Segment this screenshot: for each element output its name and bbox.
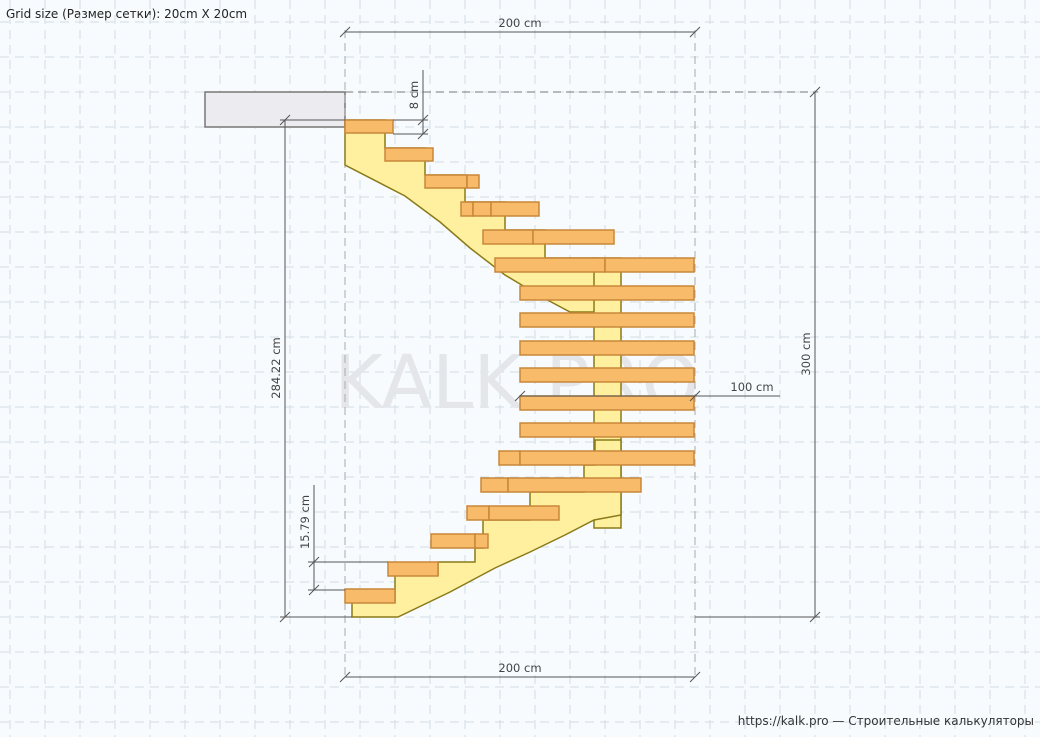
tread — [387, 561, 439, 577]
tread — [460, 201, 474, 217]
tread — [344, 588, 396, 604]
tread — [482, 229, 534, 245]
tread — [480, 477, 509, 493]
footer-tagline: Строительные калькуляторы — [848, 714, 1034, 728]
dimension-stair-height: 284.22 cm — [269, 337, 283, 398]
tread — [344, 119, 394, 134]
tick — [689, 671, 701, 683]
dimension-top-width: 200 cm — [498, 16, 541, 30]
grid-size-label: Grid size (Размер сетки): 20cm X 20cm — [6, 7, 248, 21]
tread — [519, 395, 695, 411]
tick — [689, 26, 701, 38]
tread — [488, 505, 560, 521]
tread — [472, 201, 492, 217]
tread — [430, 533, 476, 549]
tick — [339, 26, 351, 38]
tread — [490, 201, 540, 217]
tread — [498, 450, 521, 466]
treads — [344, 119, 695, 604]
tread — [507, 477, 642, 493]
dimension-total-height: 300 cm — [799, 332, 813, 375]
tread — [494, 257, 606, 273]
tread — [532, 229, 615, 245]
tick — [339, 671, 351, 683]
tread — [474, 533, 489, 549]
dimension-riser-height: 15.79 cm — [298, 495, 312, 549]
dimension-stringer-offset: 100 cm — [730, 380, 773, 394]
tread — [519, 285, 695, 301]
tread — [519, 450, 695, 466]
footer: https://kalk.pro — Строительные калькуля… — [738, 714, 1034, 728]
tread — [519, 312, 695, 328]
tick — [809, 86, 821, 98]
site-link[interactable]: https://kalk.pro — [737, 714, 829, 728]
tick — [514, 390, 526, 402]
tread — [519, 340, 695, 356]
dimension-tread-thickness: 8 cm — [407, 81, 421, 110]
tread — [519, 422, 695, 438]
tread — [424, 174, 468, 189]
dimension-bottom-width: 200 cm — [498, 661, 541, 675]
floor-slab — [204, 91, 346, 128]
tread — [466, 505, 490, 521]
tread — [604, 257, 695, 273]
tread — [519, 367, 695, 383]
tick — [689, 390, 701, 402]
tread — [466, 174, 480, 189]
tread — [384, 147, 434, 162]
footer-separator: — — [828, 714, 849, 728]
